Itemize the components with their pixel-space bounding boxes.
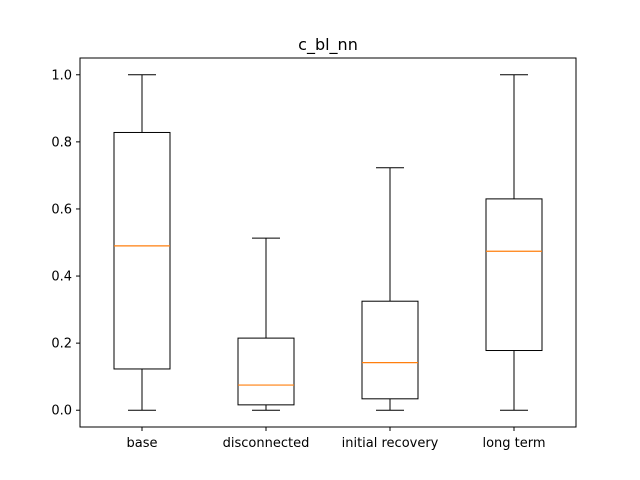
plot-frame xyxy=(79,57,577,428)
x-tick-label-disconnected: disconnected xyxy=(223,436,310,451)
y-tick-label-2: 0.4 xyxy=(51,270,72,285)
y-tick-label-1: 0.2 xyxy=(51,337,72,352)
y-tick-label-4: 0.8 xyxy=(51,135,72,150)
x-tick-label-base: base xyxy=(127,436,158,451)
box-long-term xyxy=(485,198,543,352)
x-tick-label-long-term: long term xyxy=(482,436,545,451)
box-base xyxy=(113,131,171,370)
box-disconnected xyxy=(237,337,295,406)
box-initial-recovery xyxy=(361,300,419,400)
x-tick-label-initial-recovery: initial recovery xyxy=(342,436,439,451)
y-tick-label-0: 0.0 xyxy=(51,404,72,419)
y-tick-label-3: 0.6 xyxy=(51,202,72,217)
y-tick-label-5: 1.0 xyxy=(51,68,72,83)
chart-title: c_bl_nn xyxy=(298,35,358,55)
plot-area: base disconnected initial recovery long ter… xyxy=(51,68,545,451)
